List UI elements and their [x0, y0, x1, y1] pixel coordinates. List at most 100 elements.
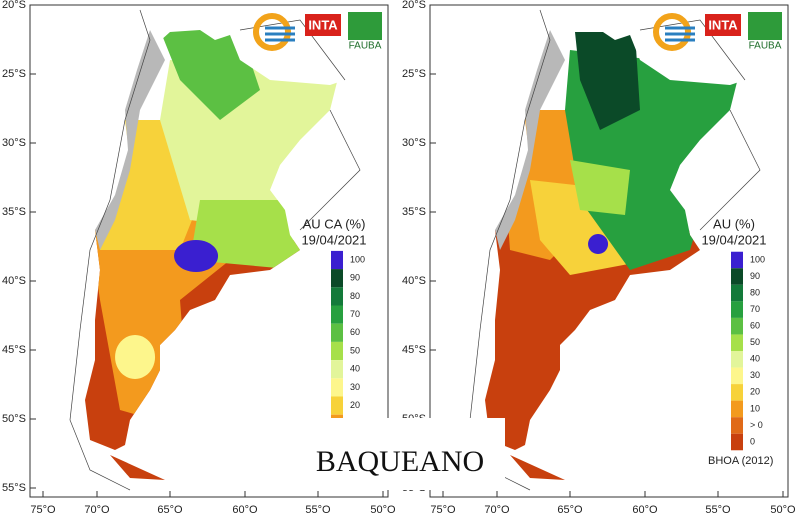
legend-label: 30 [750, 370, 760, 380]
legend-label: 10 [750, 403, 760, 413]
lat-label: 30°S [2, 137, 26, 149]
lon-label: 75°O [430, 504, 456, 516]
moisture-zone [174, 240, 219, 272]
legend-swatch [731, 417, 743, 434]
legend-swatch [331, 269, 343, 288]
legend-swatch [731, 317, 743, 335]
watermark: BAQUEANO [316, 445, 484, 478]
legend-label: 60 [750, 321, 760, 331]
legend-swatch [331, 250, 343, 270]
legend-swatch [331, 323, 343, 342]
legend-label: 0 [750, 436, 755, 446]
logo-waves [265, 26, 295, 42]
lon-label: 70°O [84, 504, 110, 516]
watermark-box [295, 418, 505, 490]
legend-label: 40 [750, 354, 760, 364]
fauba-box [348, 12, 382, 40]
lat-label: 55°S [2, 482, 26, 494]
map-panel: 20°S 25°S 30°S 35°S 40°S 45°S 50°S 55°S 75°O 70°O… [2, 0, 396, 516]
legend-swatch [731, 301, 743, 318]
lat-label: 20°S [402, 0, 426, 11]
logo-ring [253, 13, 291, 51]
lat-label: 45°S [2, 344, 26, 356]
lat-label: 20°S [2, 0, 26, 11]
lon-label: 65°O [157, 504, 183, 516]
legend-date: 19/04/2021 [701, 232, 766, 247]
moisture-zone [115, 335, 156, 379]
lat-label: 35°S [402, 206, 426, 218]
legend-label: 100 [750, 254, 765, 264]
legend-swatch [731, 367, 743, 385]
map-panel: 20°S25°S30°S35°S40°S45°S50°S55°S75°O70°O… [402, 0, 796, 516]
lat-label: 45°S [402, 344, 426, 356]
andes-relief [95, 30, 165, 250]
moisture-zone [570, 160, 630, 215]
lon-label: 50°O [770, 504, 796, 516]
legend-label: > 0 [750, 420, 763, 430]
andes-relief [495, 30, 565, 250]
neighbors-outline [639, 19, 761, 231]
legend-label: 100 [350, 254, 365, 264]
lon-label: 75°O [30, 504, 56, 516]
legend-label: 90 [350, 273, 360, 283]
legend-swatch [731, 384, 743, 401]
legend-swatch [331, 378, 343, 397]
legend-date: 19/04/2021 [301, 232, 366, 247]
legend-label: 50 [750, 337, 760, 347]
lon-label: 60°O [232, 504, 258, 516]
chile-outline [69, 9, 151, 491]
legend-label: 20 [750, 387, 760, 397]
legend-swatch [331, 287, 343, 306]
legend-label: 40 [350, 364, 360, 374]
lat-label: 25°S [2, 68, 26, 80]
lon-label: 60°O [632, 504, 658, 516]
lon-label: 55°O [305, 504, 331, 516]
source-note: BHOA (2012) [708, 455, 773, 467]
logo-fauba: FAUBA [749, 41, 782, 52]
legend-swatch [731, 433, 743, 451]
moisture-zone [160, 30, 260, 120]
inta-box [705, 14, 741, 36]
moisture-zone [575, 32, 640, 130]
inta-box [305, 14, 341, 36]
lat-label: 25°S [402, 68, 426, 80]
logo-inta: INTA [308, 17, 338, 32]
legend-label: 50 [350, 345, 360, 355]
legend-label: 80 [350, 291, 360, 301]
legend-label: 80 [750, 287, 760, 297]
lat-label: 40°S [402, 275, 426, 287]
lon-label: 70°O [484, 504, 510, 516]
legend-swatch [331, 396, 343, 415]
legend-title: AU (%) [713, 216, 755, 231]
legend-label: 60 [350, 327, 360, 337]
legend-title: AU CA (%) [303, 216, 366, 231]
logo-fauba: FAUBA [349, 41, 382, 52]
logo-inta: INTA [708, 17, 738, 32]
lat-label: 35°S [2, 206, 26, 218]
lon-label: 55°O [705, 504, 731, 516]
lat-label: 30°S [402, 137, 426, 149]
lat-label: 40°S [2, 275, 26, 287]
lon-label: 65°O [557, 504, 583, 516]
legend-swatch [331, 360, 343, 379]
fauba-box [748, 12, 782, 40]
legend-swatch [731, 351, 743, 368]
moisture-zone [588, 234, 609, 254]
legend-label: 90 [750, 271, 760, 281]
legend-swatch [731, 251, 743, 269]
lat-label: 50°S [2, 413, 26, 425]
legend-swatch [731, 334, 743, 351]
lon-label: 50°O [370, 504, 396, 516]
legend-label: 70 [750, 304, 760, 314]
logo-ring [653, 13, 691, 51]
legend-swatch [731, 400, 743, 418]
legend-swatch [731, 268, 743, 285]
legend-swatch [731, 284, 743, 302]
logo-waves [665, 26, 695, 42]
legend-label: 20 [350, 400, 360, 410]
legend-label: 30 [350, 382, 360, 392]
legend-swatch [331, 341, 343, 361]
legend-swatch [331, 305, 343, 324]
neighbors-outline [239, 19, 361, 231]
